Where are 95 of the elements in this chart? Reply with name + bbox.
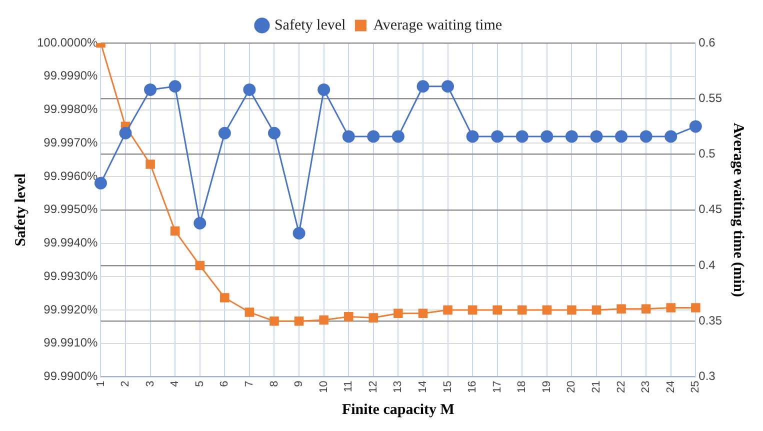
point [542,305,552,315]
x-tick-label: 11 [342,380,355,392]
y-tick-label: 99.9910% [44,336,98,350]
point [194,216,206,230]
point [344,312,354,322]
y-tick-label: 99.9940% [44,236,98,250]
x-tick-label: 9 [293,380,306,387]
point [270,316,279,326]
point [168,80,182,93]
x-tick-label: 2 [120,380,132,387]
x-tick-label: 21 [590,380,603,394]
point [592,305,602,315]
point [590,130,603,143]
point [146,160,155,169]
point [268,126,280,140]
x-tick-label: 19 [540,380,553,394]
point [666,303,676,312]
point [517,305,527,315]
point [394,308,403,318]
point [392,130,404,143]
point [144,83,157,96]
x-tick-label: 22 [615,380,628,394]
point [368,313,378,322]
y-tick-label: 99.9950% [44,202,98,216]
point [218,126,231,140]
y2-tick-label: 0.5 [698,146,716,161]
point [466,130,479,143]
point [244,308,254,317]
point [691,303,700,312]
x-tick-label: 24 [664,380,677,394]
point [641,304,651,314]
x-tick-label: 13 [392,380,404,394]
x-tick-label: 20 [566,380,578,394]
y2-tick-label: 0.3 [698,369,716,384]
point [565,130,578,143]
y2-tick-label: 0.45 [698,202,722,216]
legend-label: Safety level [274,17,346,34]
x-tick-label: 6 [218,380,231,387]
x-tick-label: 3 [144,380,156,387]
x-tick-label: 15 [442,380,454,394]
point [491,130,504,143]
y2-tick-label: 0.55 [698,90,722,105]
x-tick-label: 18 [516,380,528,394]
point [418,308,428,318]
x-tick-label: 14 [417,380,429,394]
point [342,130,355,143]
point [442,80,454,93]
y-tick-label: 99.9900% [44,369,98,384]
point [689,120,702,133]
x-tick-label: 1 [94,380,107,387]
y-tick-label: 99.9990% [44,68,98,83]
x-tick-label: 25 [690,380,702,394]
y2-tick-label: 0.35 [698,313,722,328]
x-tick-label: 23 [640,380,652,394]
y2-tick-label: 0.4 [698,258,716,272]
point [567,305,576,315]
point [468,305,478,315]
point [516,130,528,143]
point [367,130,380,143]
point [416,80,430,93]
x-tick-label: 8 [268,380,280,387]
x-tick-label: 5 [194,380,206,387]
point [616,304,626,314]
y-tick-label: 99.9980% [44,102,98,116]
y-tick-label: 100.0000% [36,35,98,50]
point [292,226,306,240]
x-tick-label: 16 [466,380,479,394]
point [492,305,502,315]
y-tick-label: 99.9960% [44,168,98,183]
x-tick-label: 17 [491,380,504,394]
x-tick-label: 12 [367,380,380,394]
y-axis-title: Safety level [12,173,29,246]
point [443,305,452,315]
y-tick-label: 99.9920% [44,302,98,316]
point [319,315,328,325]
y-tick-label: 99.9970% [44,135,98,150]
point [243,83,256,96]
point [170,226,180,236]
point [220,293,230,302]
x-tick-label: 4 [169,380,182,387]
point [195,260,205,270]
x-tick-label: 7 [243,380,256,387]
point [664,130,678,143]
point [294,316,304,326]
x-axis-title: Finite capacity M [342,402,454,418]
point [540,130,554,143]
y2-tick-label: 0.6 [698,35,716,50]
y-tick-label: 99.9930% [44,268,98,283]
point [318,83,330,96]
point [615,130,628,143]
x-tick-label: 10 [318,380,330,394]
point [640,130,652,143]
y2-axis-title: Average waiting time (min) [730,122,746,298]
legend-label: Average waiting time [373,17,502,34]
point [119,126,132,140]
